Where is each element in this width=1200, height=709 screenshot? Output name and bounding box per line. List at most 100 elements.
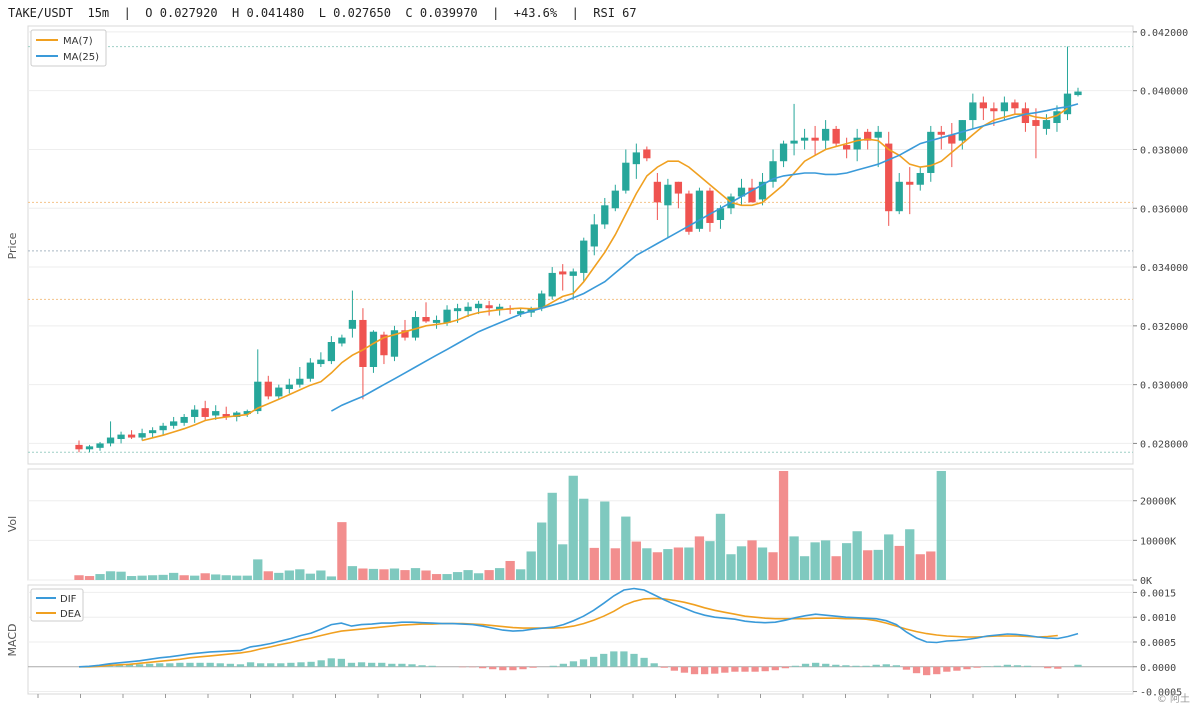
candle-body <box>1042 120 1051 129</box>
volume-bar <box>473 573 484 580</box>
macd-histogram-bar <box>751 666 759 672</box>
volume-bar <box>852 531 862 580</box>
volume-bar <box>358 568 368 580</box>
volume-bar <box>126 576 137 580</box>
macd-histogram-bar <box>963 666 971 670</box>
dea-line <box>79 597 1058 668</box>
macd-histogram-bar <box>791 665 800 667</box>
candle-body <box>369 331 378 367</box>
macd-histogram-bar <box>993 665 1001 667</box>
macd-histogram-bar <box>832 664 840 667</box>
volume-bar <box>505 560 515 580</box>
candle-body <box>296 378 304 385</box>
macd-histogram-bar <box>953 666 961 671</box>
macd-tick-label: -0.0005 <box>1140 688 1182 699</box>
candle-body <box>800 137 809 141</box>
volume-bar <box>74 575 84 580</box>
volume-bar <box>631 541 641 580</box>
volume-bar <box>274 572 284 580</box>
volume-bar <box>316 570 326 580</box>
candle-body <box>1074 91 1082 96</box>
macd-histogram-bar <box>882 664 890 667</box>
macd-histogram-bar <box>196 662 204 667</box>
candle-body <box>474 303 483 309</box>
candle-body <box>138 433 146 438</box>
candle-body <box>517 311 525 315</box>
candle-body <box>769 161 777 182</box>
candle-body <box>327 342 336 362</box>
volume-bar <box>863 550 873 580</box>
candle-body <box>758 181 767 200</box>
legend-ma7-label: MA(7) <box>63 36 93 47</box>
macd-histogram-bar <box>579 659 588 667</box>
macd-histogram-bar <box>973 666 981 668</box>
candle-body <box>811 137 819 141</box>
volume-bar <box>84 576 95 580</box>
candle-body <box>716 208 725 221</box>
price-tick-label: 0.038000 <box>1140 145 1188 156</box>
macd-tick-label: 0.0015 <box>1140 588 1176 599</box>
candle-body <box>790 140 798 144</box>
candle-body <box>843 145 851 150</box>
macd-histogram-bar <box>1054 666 1062 669</box>
volume-bar <box>284 570 294 580</box>
macd-histogram-bar <box>1003 664 1012 667</box>
macd-histogram-bar <box>711 666 719 674</box>
macd-histogram-bar <box>660 666 668 668</box>
volume-bar <box>558 544 568 580</box>
candle-body <box>275 387 283 397</box>
macd-histogram-bar <box>600 653 608 667</box>
volume-bar <box>211 574 221 580</box>
candle-body <box>1053 111 1061 124</box>
volume-bar <box>190 575 200 580</box>
candle-body <box>632 152 640 165</box>
candle-body <box>359 319 367 367</box>
macd-histogram-bar <box>478 666 487 669</box>
candle-body <box>212 411 220 416</box>
macd-histogram-bar <box>186 662 194 667</box>
volume-bar <box>232 575 242 580</box>
macd-histogram-bar <box>378 662 386 667</box>
candle-body <box>180 416 188 423</box>
macd-histogram-bar <box>771 666 779 671</box>
volume-bar <box>610 548 620 580</box>
candle-body <box>548 272 556 297</box>
volume-bar <box>652 552 663 580</box>
macd-histogram-bar <box>307 661 315 667</box>
macd-histogram-bar <box>822 663 830 667</box>
macd-tick-label: 0.0000 <box>1140 663 1176 674</box>
candle-body <box>864 131 872 141</box>
candle-body <box>285 384 293 390</box>
volume-bar <box>221 575 231 580</box>
volume-bar <box>747 540 757 580</box>
candle-body <box>222 414 230 417</box>
macd-histogram-bar <box>680 666 689 673</box>
volume-tick-label: 0K <box>1140 576 1152 587</box>
candle-body <box>948 134 956 144</box>
legend-dif-label: DIF <box>60 594 77 605</box>
candle-body <box>937 131 945 135</box>
volume-bar <box>757 547 768 580</box>
candle-body <box>85 446 94 450</box>
macd-histogram-bar <box>418 665 426 667</box>
volume-bar <box>242 575 252 580</box>
macd-histogram-bar <box>236 664 245 667</box>
legend-ma25-label: MA(25) <box>63 52 99 63</box>
volume-bar <box>705 541 715 580</box>
volume-bar <box>95 574 105 580</box>
candle-body <box>159 425 167 431</box>
volume-bar <box>673 547 684 580</box>
volume-bar <box>326 576 337 580</box>
volume-bar <box>926 551 936 580</box>
candle-body <box>432 319 441 323</box>
candle-body <box>569 271 577 276</box>
macd-histogram-bar <box>317 660 325 667</box>
macd-histogram-bar <box>519 666 527 670</box>
volume-bar <box>305 573 315 580</box>
candle-body <box>559 271 567 275</box>
macd-histogram-bar <box>912 666 921 674</box>
volume-bar <box>421 570 431 580</box>
candle-body <box>643 149 651 159</box>
candle-body <box>653 181 662 203</box>
